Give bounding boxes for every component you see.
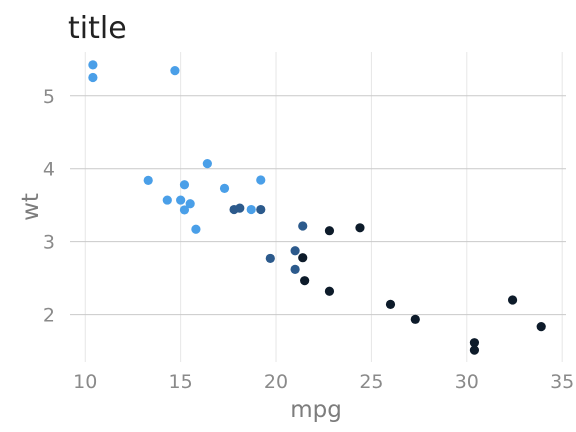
x-tick-label: 20 <box>264 371 288 393</box>
data-point <box>410 314 420 324</box>
data-point <box>536 322 546 332</box>
y-tick-label: 3 <box>43 232 55 254</box>
x-tick-labels: 10 15 20 25 30 35 <box>73 371 574 393</box>
x-tick-label: 15 <box>169 371 193 393</box>
data-point <box>179 205 190 215</box>
data-point <box>507 295 518 305</box>
data-point <box>88 72 98 83</box>
x-axis-label: mpg <box>290 397 342 423</box>
data-point <box>298 253 308 263</box>
data-point <box>219 183 230 193</box>
data-point <box>355 223 365 233</box>
y-tick-labels: 2 3 4 5 <box>43 86 55 327</box>
data-point <box>300 276 310 286</box>
grid <box>70 52 566 362</box>
data-point <box>170 66 180 76</box>
data-point <box>179 180 190 190</box>
data-point <box>469 345 480 355</box>
x-tick-label: 35 <box>550 371 574 393</box>
data-point <box>176 195 186 205</box>
data-point <box>185 199 195 209</box>
data-point <box>246 204 256 215</box>
data-points <box>88 60 546 355</box>
x-tick-label: 25 <box>359 371 383 393</box>
y-tick-label: 5 <box>43 86 55 108</box>
data-point <box>469 338 480 348</box>
data-point <box>256 204 266 215</box>
y-tick-label: 4 <box>43 159 55 181</box>
data-point <box>324 286 335 296</box>
data-point <box>88 60 98 70</box>
y-axis-label: wt <box>18 193 44 221</box>
data-point <box>162 195 172 205</box>
data-point <box>265 253 275 264</box>
data-point <box>385 299 396 309</box>
data-point <box>290 264 300 274</box>
x-tick-label: 10 <box>73 371 97 393</box>
data-point <box>290 246 300 256</box>
y-tick-label: 2 <box>43 305 55 327</box>
data-point <box>324 226 335 236</box>
data-point <box>202 159 212 169</box>
x-tick-label: 30 <box>455 371 479 393</box>
data-point <box>298 221 308 231</box>
data-point <box>143 175 153 185</box>
data-point <box>191 224 201 234</box>
data-point <box>229 204 239 215</box>
data-point <box>256 175 266 185</box>
chart-title: title <box>68 11 127 46</box>
